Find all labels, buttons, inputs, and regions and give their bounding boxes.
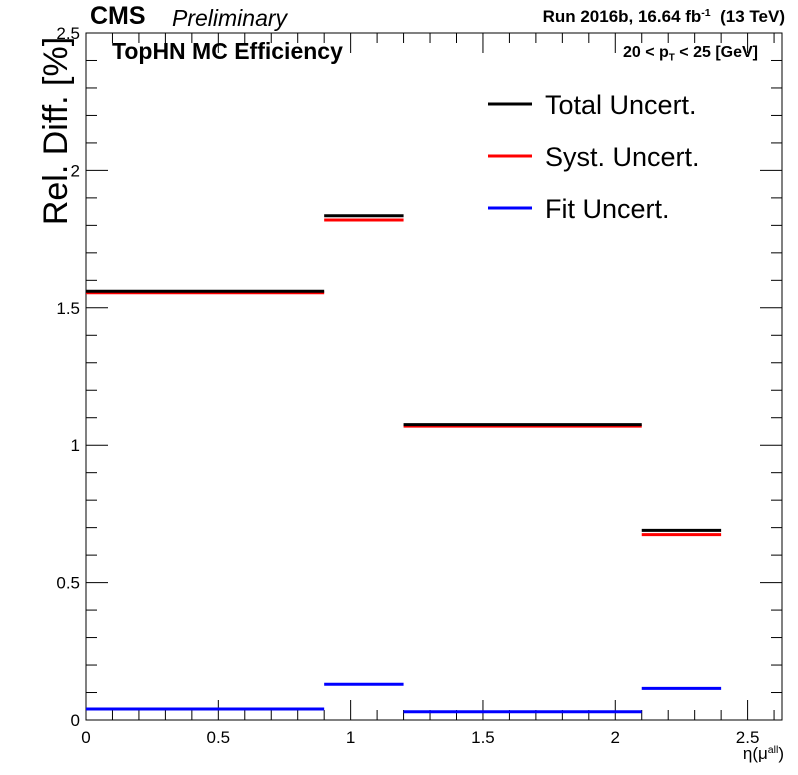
pt-range-label: 20 < pT < 25 [GeV] [623, 44, 758, 63]
series-layer [86, 214, 722, 714]
pt-range-subscript: T [668, 52, 675, 64]
x-tick-label: 2 [611, 728, 620, 747]
x-axis-label-suffix: ) [778, 744, 784, 763]
axes: 0 0.5 1 1.5 2 2.5 0 0.5 1 1.5 2 2.5 [56, 24, 783, 747]
y-tick-label: 1 [71, 436, 80, 455]
run-energy-text: (13 TeV) [720, 7, 785, 26]
x-axis-label-prefix: η(μ [742, 744, 768, 763]
legend: Total Uncert. Syst. Uncert. Fit Uncert. [488, 90, 700, 224]
x-tick-label: 0.5 [206, 728, 230, 747]
x-tick-label: 2.5 [736, 728, 760, 747]
y-tick-label: 2 [71, 161, 80, 180]
plot-frame [85, 32, 783, 721]
legend-label: Total Uncert. [545, 90, 697, 120]
pt-range-prefix: 20 < p [622, 44, 669, 61]
series-syst-uncert [86, 218, 722, 537]
y-tick-label: 0 [71, 711, 80, 730]
run-info-text: Run 2016b, 16.64 fb [542, 7, 702, 26]
x-tick-label: 0 [81, 728, 90, 747]
run-info-label: Run 2016b, 16.64 fb-1 (13 TeV) [543, 7, 785, 27]
x-tick-label: 1.5 [471, 728, 495, 747]
y-tick-label: 0.5 [56, 574, 80, 593]
series-total-uncert [86, 214, 722, 532]
legend-label: Fit Uncert. [545, 194, 670, 224]
series-fit-uncert [86, 682, 722, 714]
chart-title: TopHN MC Efficiency [112, 38, 343, 64]
legend-label: Syst. Uncert. [545, 142, 700, 172]
y-tick-label: 1.5 [56, 299, 80, 318]
pt-range-suffix: < 25 [GeV] [674, 44, 758, 61]
status-label: Preliminary [172, 5, 288, 31]
experiment-label: CMS [90, 2, 146, 30]
run-info-exponent: -1 [701, 7, 711, 20]
x-axis-label-superscript: all [767, 744, 779, 757]
x-tick-label: 1 [346, 728, 355, 747]
y-tick-label: 2.5 [56, 24, 80, 43]
y-axis-label: Rel. Diff. [%] [37, 36, 75, 226]
x-axis-label: η(μall) [743, 744, 784, 764]
